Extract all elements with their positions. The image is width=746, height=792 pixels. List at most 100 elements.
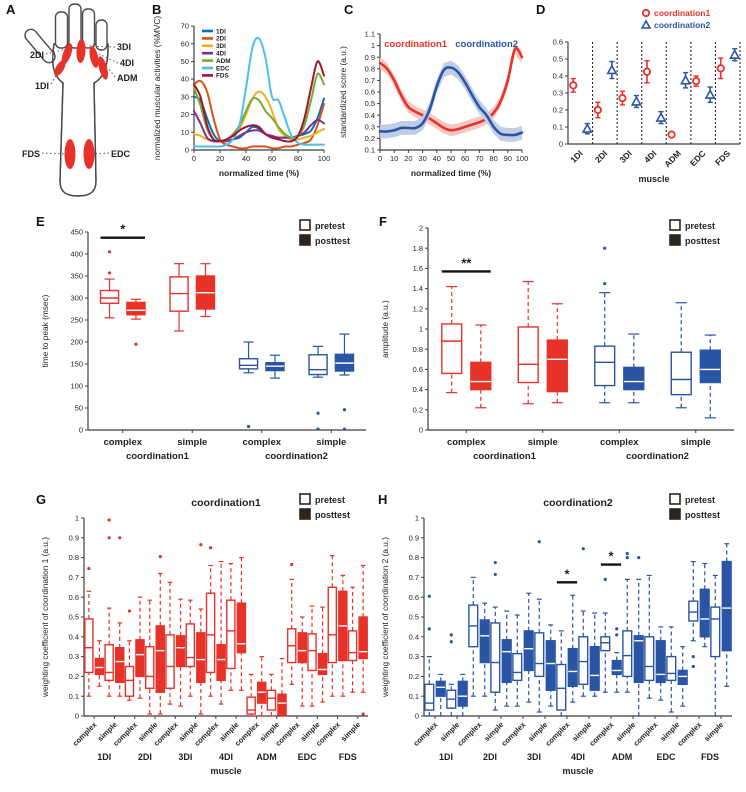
- muscle-marker-edc: [83, 139, 95, 169]
- x-tick-label: 10: [390, 154, 398, 163]
- x-tick-label: 50: [447, 154, 455, 163]
- posttest-box: [611, 627, 622, 693]
- pretest-box: [144, 599, 155, 715]
- posttest-box: [623, 333, 645, 404]
- muscle-label-4DI: 4DI: [571, 752, 585, 762]
- label-1di: 1DI: [35, 81, 49, 91]
- posttest-box: [155, 555, 166, 715]
- posttest-box: [338, 574, 348, 697]
- legend-posttest: posttest: [315, 510, 350, 520]
- x-tick-label: 30: [418, 154, 426, 163]
- posttest-box: [435, 673, 446, 717]
- pretest-box: [468, 576, 479, 697]
- y-tick-label: 0.3: [553, 89, 563, 98]
- category-label-4DI: 4DI: [642, 148, 658, 164]
- posttest-box: [523, 592, 534, 703]
- panel-label-a: A: [6, 2, 16, 17]
- posttest-box: [277, 657, 287, 717]
- chart-title: coordination2: [543, 497, 613, 509]
- pretest-box: [512, 614, 523, 707]
- legend-label: 2DI: [216, 36, 226, 43]
- pretest-box: [226, 562, 236, 691]
- legend: coordination1 coordination2: [640, 8, 710, 30]
- group-label: simple: [528, 437, 558, 448]
- significance-star: *: [564, 566, 570, 581]
- group-label: simple: [177, 437, 207, 448]
- y-tick-label: 1: [419, 325, 423, 334]
- legend-label: coordination2: [654, 20, 710, 30]
- panel-c-score-line-chart: 0.1 0.2 0.3 0.4 0.5 0.6 0.7 0.8 0.9 1 1.1 standardi…: [332, 4, 532, 201]
- pretest-box: [622, 552, 633, 693]
- series-EDC: [193, 36, 325, 148]
- panel-e-boxplot-time-to-peak: 0 50 100 150 200 250 300 350 400 450 time to peak …: [28, 212, 376, 493]
- group-label: complex: [544, 719, 572, 747]
- label-adm: ADM: [117, 73, 138, 83]
- label-fds: FDS: [22, 149, 40, 159]
- y-tick-label: 40: [181, 75, 189, 84]
- y-tick-label: 0.4: [409, 632, 419, 641]
- pretest-box: [84, 566, 94, 697]
- y-tick-label: 0.9: [69, 533, 79, 542]
- point-coordination1-ADM: [667, 130, 676, 139]
- y-tick-label: 250: [70, 316, 83, 325]
- panel-label-d: D: [536, 2, 546, 17]
- posttest-box: [126, 298, 146, 346]
- legend: pretest posttest: [299, 219, 350, 246]
- y-tick-label: 0.5: [409, 613, 419, 622]
- posttest-box: [256, 656, 267, 717]
- y-tick-label: 0.9: [409, 533, 419, 542]
- group-label: complex: [71, 719, 99, 747]
- posttest-box: [567, 594, 578, 703]
- y-axis-label: time to peak (msec): [40, 294, 50, 367]
- group-label: complex: [447, 437, 486, 448]
- y-tick-label: 0.1: [365, 146, 375, 155]
- y-tick-label: 1.8: [413, 244, 423, 253]
- panel-label-h: H: [378, 492, 388, 507]
- x-tick-label: 20: [404, 154, 412, 163]
- pretest-box: [347, 586, 358, 693]
- posttest-box: [633, 556, 644, 717]
- category-label-ADM: ADM: [662, 148, 683, 169]
- y-tick-label: 200: [70, 338, 83, 347]
- category-label-1DI: 1DI: [568, 148, 584, 164]
- family-label-coordination1: coordination1: [126, 451, 190, 462]
- pretest-box: [517, 280, 539, 405]
- pretest-box: [688, 560, 699, 669]
- posttest-box: [358, 564, 368, 716]
- y-tick-label: 0.9: [365, 53, 375, 62]
- legend-pretest: pretest: [685, 221, 715, 231]
- y-tick-label: 1: [371, 41, 375, 50]
- y-tick-label: 0.3: [409, 652, 419, 661]
- y-tick-label: 0.6: [553, 38, 563, 47]
- pretest-box: [238, 341, 259, 429]
- point-coordination1-EDC: [692, 75, 701, 87]
- y-tick-label: 60: [181, 39, 189, 48]
- panel-g-boxplot-coord1: 0 0.1 0.2 0.3 0.4 0.5 0.6 0.7 0.8 0.9 1 weighting c…: [26, 490, 376, 792]
- y-tick-label: 0.7: [409, 573, 419, 582]
- muscle-labels: 2DI 3DI 4DI ADM 1DI FDS EDC: [22, 42, 138, 159]
- group-label: complex: [676, 719, 704, 747]
- pretest-box: [424, 594, 435, 717]
- muscle-marker-4di: [89, 46, 99, 68]
- point-coordination1-2DI: [593, 101, 602, 119]
- pretest-box: [165, 581, 175, 705]
- legend-posttest: posttest: [315, 236, 350, 246]
- hand-diagram-svg: 2DI 3DI 4DI ADM 1DI FDS EDC: [22, 3, 138, 197]
- posttest-box: [470, 324, 492, 409]
- y-tick-label: 150: [70, 360, 83, 369]
- posttest-box: [655, 626, 666, 701]
- posttest-box: [334, 333, 355, 431]
- muscle-label-ADM: ADM: [612, 752, 633, 762]
- panel-label-f: F: [379, 214, 387, 229]
- label-edc: EDC: [111, 149, 131, 159]
- leader-lines: [41, 45, 119, 155]
- y-tick-label: 0.5: [365, 99, 375, 108]
- y-tick-label: 20: [181, 110, 189, 119]
- x-axis-label: muscle: [638, 174, 669, 184]
- y-tick-label: 10: [181, 128, 189, 137]
- y-tick-label: 0.6: [365, 88, 375, 97]
- y-tick-label: 0.7: [365, 76, 375, 85]
- y-tick-label: 300: [70, 294, 83, 303]
- family-label-coordination1: coordination1: [473, 451, 537, 462]
- x-tick-label: 100: [516, 154, 529, 163]
